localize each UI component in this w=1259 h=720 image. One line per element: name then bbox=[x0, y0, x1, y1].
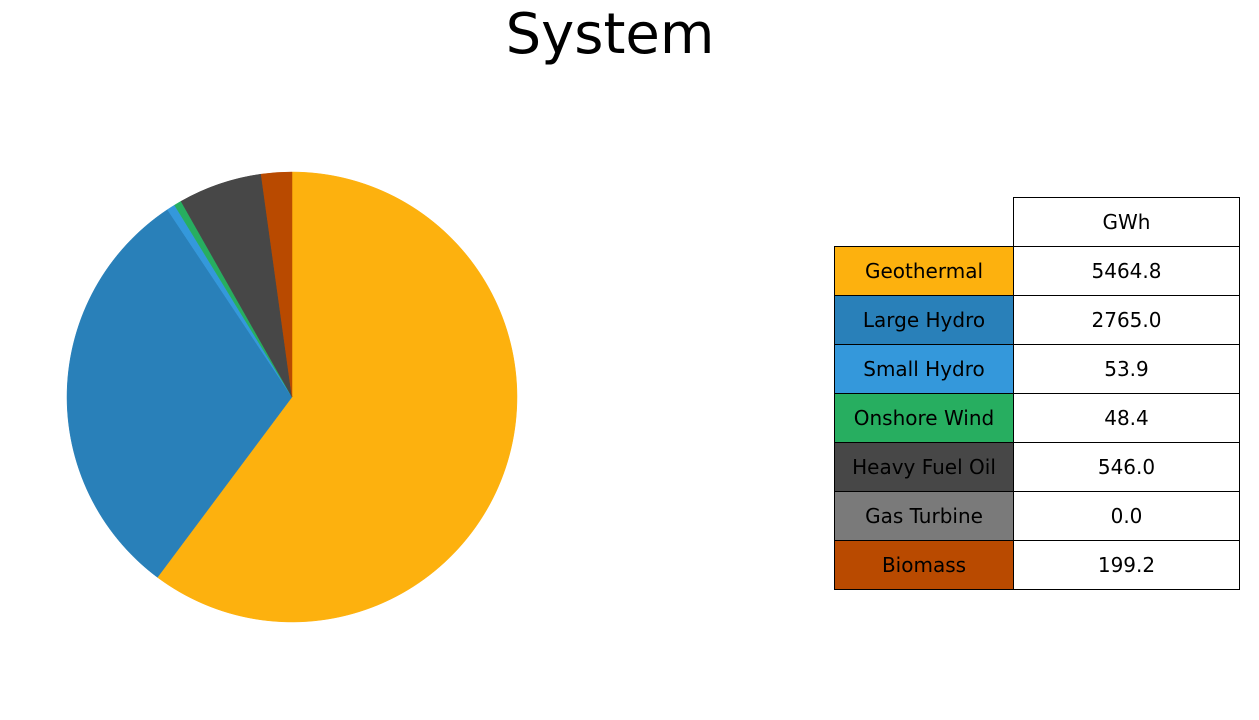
pie-slice-geothermal bbox=[157, 171, 518, 623]
pie-chart bbox=[66, 171, 518, 623]
legend-value-small-hydro: 53.9 bbox=[1013, 344, 1240, 394]
legend-row-gas-turbine: Gas Turbine 0.0 bbox=[834, 491, 1240, 541]
legend-label-large-hydro: Large Hydro bbox=[834, 295, 1014, 345]
legend-label-biomass: Biomass bbox=[834, 540, 1014, 590]
legend-table-body: GWh Geothermal 5464.8 Large Hydro 2765.0 Sma… bbox=[834, 197, 1240, 590]
legend-row-small-hydro: Small Hydro 53.9 bbox=[834, 344, 1240, 394]
legend-row-large-hydro: Large Hydro 2765.0 bbox=[834, 295, 1240, 345]
legend-label-onshore-wind: Onshore Wind bbox=[834, 393, 1014, 443]
legend-value-heavy-fuel-oil: 546.0 bbox=[1013, 442, 1240, 492]
legend-value-large-hydro: 2765.0 bbox=[1013, 295, 1240, 345]
chart-title: System bbox=[505, 2, 715, 67]
legend-label-geothermal: Geothermal bbox=[834, 246, 1014, 296]
legend-row-heavy-fuel-oil: Heavy Fuel Oil 546.0 bbox=[834, 442, 1240, 492]
pie-slice-large-hydro bbox=[66, 209, 293, 578]
legend-header-unit: GWh bbox=[1013, 197, 1240, 247]
legend-value-biomass: 199.2 bbox=[1013, 540, 1240, 590]
legend-row-geothermal: Geothermal 5464.8 bbox=[834, 246, 1240, 296]
legend-label-gas-turbine: Gas Turbine bbox=[834, 491, 1014, 541]
legend-value-gas-turbine: 0.0 bbox=[1013, 491, 1240, 541]
legend-label-small-hydro: Small Hydro bbox=[834, 344, 1014, 394]
legend-table: GWh Geothermal 5464.8 Large Hydro 2765.0 Sma… bbox=[834, 197, 1240, 590]
pie-slice-biomass bbox=[260, 171, 293, 398]
legend-header-blank bbox=[835, 198, 1014, 247]
legend-row-onshore-wind: Onshore Wind 48.4 bbox=[834, 393, 1240, 443]
legend-label-heavy-fuel-oil: Heavy Fuel Oil bbox=[834, 442, 1014, 492]
legend-value-geothermal: 5464.8 bbox=[1013, 246, 1240, 296]
legend-row-biomass: Biomass 199.2 bbox=[834, 540, 1240, 590]
legend-header-row: GWh bbox=[835, 197, 1240, 247]
legend-value-onshore-wind: 48.4 bbox=[1013, 393, 1240, 443]
